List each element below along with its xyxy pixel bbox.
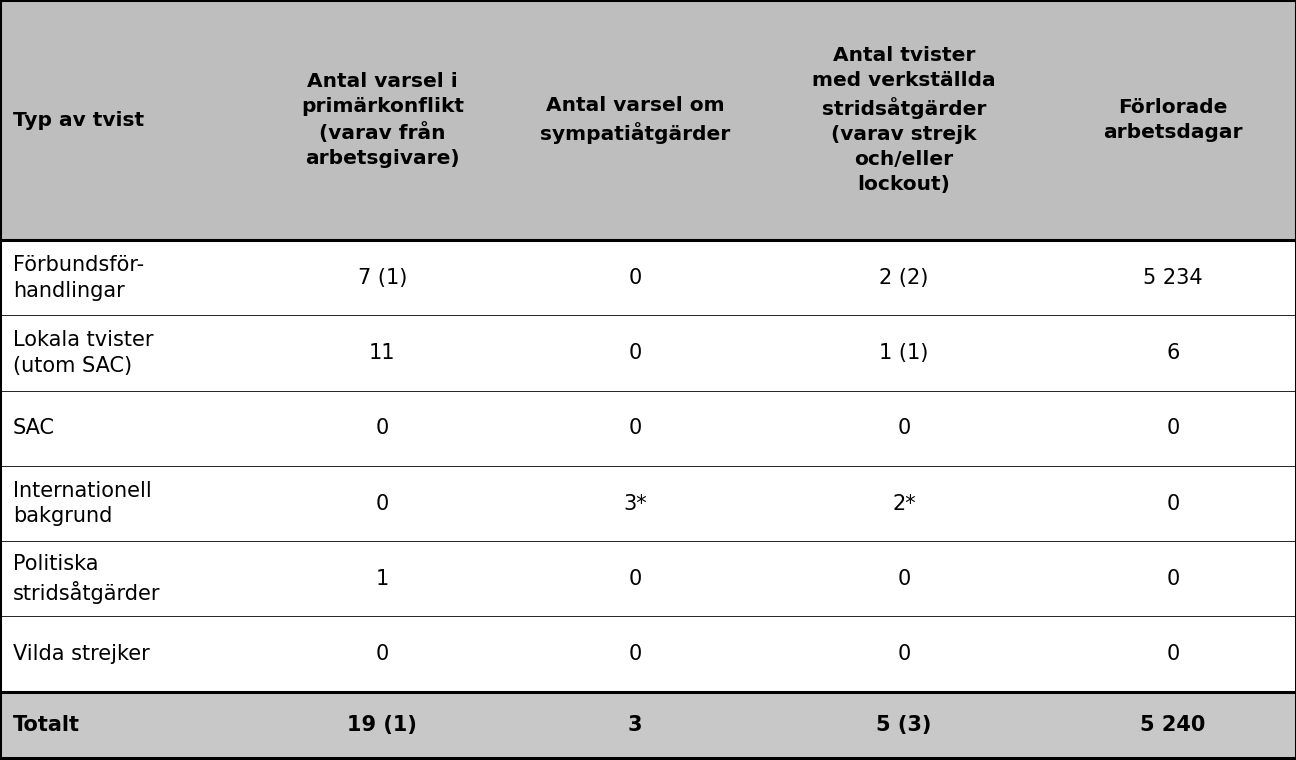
Text: 0: 0 — [1166, 493, 1179, 514]
Text: Totalt: Totalt — [13, 714, 80, 735]
Text: 0: 0 — [629, 568, 642, 589]
Bar — [0, 616, 1296, 692]
Text: 0: 0 — [1166, 644, 1179, 664]
Text: Internationell
bakgrund: Internationell bakgrund — [13, 481, 152, 527]
Text: 3*: 3* — [623, 493, 647, 514]
Text: 2*: 2* — [892, 493, 916, 514]
Text: 19 (1): 19 (1) — [347, 714, 417, 735]
Text: 5 234: 5 234 — [1143, 268, 1203, 288]
Text: 0: 0 — [897, 568, 911, 589]
Text: 5 (3): 5 (3) — [876, 714, 932, 735]
Text: 0: 0 — [629, 418, 642, 439]
Text: Politiska
stridsåtgärder: Politiska stridsåtgärder — [13, 554, 161, 603]
Text: 0: 0 — [376, 418, 389, 439]
Text: 1: 1 — [376, 568, 389, 589]
Bar — [0, 0, 1296, 240]
Text: 11: 11 — [369, 343, 395, 363]
Bar — [0, 692, 1296, 758]
Text: 0: 0 — [897, 418, 911, 439]
Text: Lokala tvister
(utom SAC): Lokala tvister (utom SAC) — [13, 330, 153, 376]
Text: 0: 0 — [1166, 418, 1179, 439]
Text: Förlorade
arbetsdagar: Förlorade arbetsdagar — [1103, 98, 1243, 142]
Text: 0: 0 — [897, 644, 911, 664]
Text: 3: 3 — [627, 714, 643, 735]
Text: 0: 0 — [629, 343, 642, 363]
Text: 0: 0 — [1166, 568, 1179, 589]
Text: 0: 0 — [629, 644, 642, 664]
Text: 0: 0 — [376, 493, 389, 514]
Text: 2 (2): 2 (2) — [879, 268, 929, 288]
Text: 0: 0 — [376, 644, 389, 664]
Bar — [0, 315, 1296, 391]
Bar — [0, 466, 1296, 541]
Bar — [0, 391, 1296, 466]
Text: 0: 0 — [629, 268, 642, 288]
Text: 6: 6 — [1166, 343, 1179, 363]
Text: SAC: SAC — [13, 418, 54, 439]
Text: Typ av tvist: Typ av tvist — [13, 111, 144, 130]
Text: 1 (1): 1 (1) — [879, 343, 929, 363]
Text: Antal varsel om
sympatiåtgärder: Antal varsel om sympatiåtgärder — [540, 96, 730, 144]
Text: 5 240: 5 240 — [1140, 714, 1205, 735]
Bar — [0, 240, 1296, 315]
Text: Förbundsför-
handlingar: Förbundsför- handlingar — [13, 255, 144, 301]
Text: Vilda strejker: Vilda strejker — [13, 644, 150, 664]
Text: Antal tvister
med verkställda
stridsåtgärder
(varav strejk
och/eller
lockout): Antal tvister med verkställda stridsåtgä… — [813, 46, 995, 194]
Bar — [0, 541, 1296, 616]
Text: 7 (1): 7 (1) — [358, 268, 407, 288]
Text: Antal varsel i
primärkonflikt
(varav från
arbetsgivare): Antal varsel i primärkonflikt (varav frå… — [301, 71, 464, 169]
